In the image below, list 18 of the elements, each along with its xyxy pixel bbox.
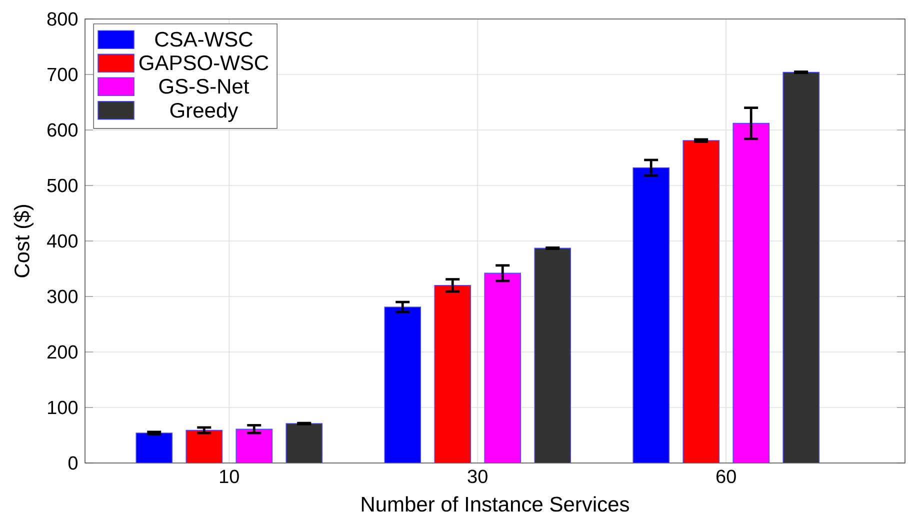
legend-label: GS-S-Net (159, 78, 250, 94)
y-axis-title: Cost ($) (14, 204, 34, 278)
y-tick-label: 200 (48, 345, 78, 359)
legend-label: Greedy (170, 102, 238, 122)
y-tick-label: 500 (47, 178, 78, 192)
x-axis-title: Number of Instance Services (362, 496, 629, 512)
y-tick-label: 400 (47, 234, 78, 248)
x-tick-label: 30 (468, 470, 488, 484)
y-tick-label: 0 (68, 456, 78, 470)
y-tick-label: 600 (48, 123, 78, 137)
legend-label: CSA-WSC (155, 32, 253, 47)
y-tick-label: 100 (48, 400, 78, 414)
legend-label: GAPSO-WSC (139, 55, 268, 70)
x-tick-label: 10 (220, 470, 239, 484)
y-tick-label: 800 (47, 12, 78, 26)
y-tick-label: 300 (47, 290, 78, 304)
x-tick-label: 60 (716, 470, 736, 484)
y-tick-label: 700 (48, 68, 78, 82)
